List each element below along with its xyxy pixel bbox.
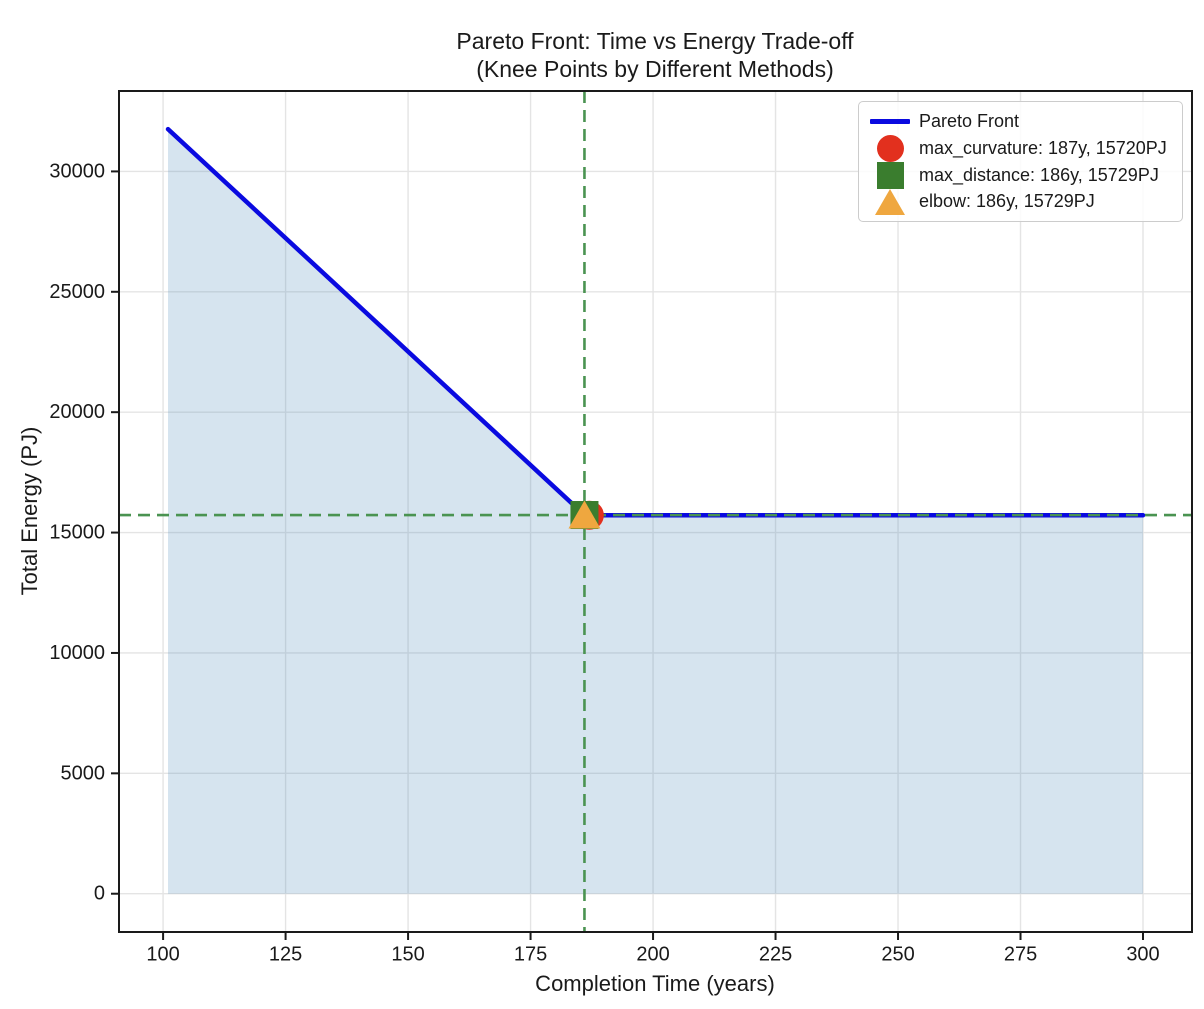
y-tick-label: 10000 <box>49 642 105 664</box>
x-tick-label: 175 <box>514 944 547 966</box>
chart-title-line2: (Knee Points by Different Methods) <box>476 56 834 82</box>
y-tick-label: 20000 <box>49 401 105 423</box>
y-tick-label: 5000 <box>61 762 106 784</box>
x-axis-label: Completion Time (years) <box>535 971 775 996</box>
legend-handle <box>869 161 911 189</box>
y-tick-label: 15000 <box>49 522 105 544</box>
legend-handle <box>869 134 911 162</box>
legend-item: Pareto Front <box>869 108 1176 135</box>
legend-marker-triangle-icon <box>875 188 905 215</box>
x-tick-label: 200 <box>636 944 669 966</box>
x-tick-label: 125 <box>269 944 302 966</box>
y-tick-label: 30000 <box>49 160 105 182</box>
legend-item-label: Pareto Front <box>919 110 1020 131</box>
legend-item-label: max_curvature: 187y, 15720PJ <box>919 137 1167 158</box>
legend-handle <box>869 188 911 215</box>
chart-title: Pareto Front: Time vs Energy Trade-off (… <box>456 27 853 83</box>
legend-item: max_curvature: 187y, 15720PJ <box>869 134 1176 162</box>
legend-item: max_distance: 186y, 15729PJ <box>869 161 1176 189</box>
x-tick-label: 150 <box>391 944 424 966</box>
y-tick-label: 0 <box>94 883 105 905</box>
x-tick-label: 275 <box>1004 944 1037 966</box>
pareto-fill-area <box>167 129 1144 894</box>
legend-marker-line-icon <box>870 118 910 124</box>
legend-item: elbow: 186y, 15729PJ <box>869 188 1176 216</box>
x-tick-label: 100 <box>146 944 179 966</box>
knee-marker-triangle <box>568 500 601 529</box>
legend-marker-square-icon <box>876 161 904 189</box>
x-tick-label: 225 <box>759 944 792 966</box>
legend-item-label: elbow: 186y, 15729PJ <box>919 191 1095 212</box>
chart-title-line1: Pareto Front: Time vs Energy Trade-off <box>456 28 854 54</box>
legend: Pareto Front max_curvature: 187y, 15720PJ… <box>858 101 1183 222</box>
axes-frame <box>118 90 1193 933</box>
x-tick-label: 300 <box>1126 944 1159 966</box>
y-axis-label: Total Energy (PJ) <box>17 426 42 596</box>
legend-handle <box>869 118 911 124</box>
legend-item-label: max_distance: 186y, 15729PJ <box>919 164 1159 185</box>
y-tick-label: 25000 <box>49 281 105 303</box>
legend-marker-circle-icon <box>876 134 904 162</box>
x-tick-label: 250 <box>881 944 914 966</box>
